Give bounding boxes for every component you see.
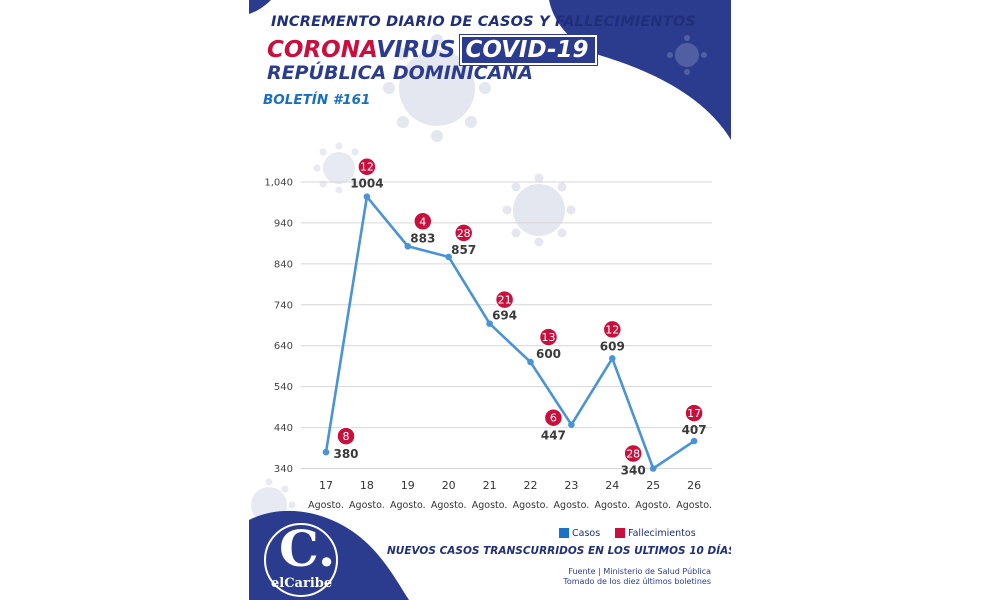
fallecimientos-value-label: 17 [687, 407, 701, 420]
logo-name: elCaribe [271, 576, 333, 591]
y-tick-label: 540 [274, 382, 293, 393]
casos-value-label: 857 [451, 243, 476, 257]
y-tick-label: 440 [274, 423, 293, 434]
fallecimientos-badge [623, 443, 643, 464]
x-tick-label: 23 [564, 479, 578, 492]
line-chart: 340 440 540 640 740 840 940 1,040 17 Agosto. 18 Ago… [264, 156, 712, 511]
fallecimientos-badge [453, 223, 474, 243]
legend-label-casos: Casos [572, 527, 601, 539]
legend-label-fallecimientos: Fallecimientos [628, 527, 696, 539]
fallecimientos-badge [494, 289, 515, 310]
virus-icon [667, 35, 707, 75]
casos-value-label: 883 [410, 231, 435, 245]
casos-value-label: 1004 [350, 177, 383, 191]
casos-data-point [690, 437, 698, 445]
casos-value-label: 380 [333, 447, 358, 461]
x-tick-sublabel: Agosto. [635, 500, 671, 511]
fallecimientos-badge [543, 407, 564, 428]
fallecimientos-value-label: 4 [419, 215, 426, 228]
y-tick-label: 940 [274, 218, 293, 229]
casos-data-point [363, 193, 371, 201]
casos-value-label: 600 [536, 347, 561, 361]
x-tick-sublabel: Agosto. [390, 500, 426, 511]
casos-series-line [324, 195, 695, 470]
fallecimientos-badge [684, 403, 704, 423]
casos-data-point [609, 355, 616, 362]
fallecimientos-value-label: 28 [457, 227, 471, 240]
x-tick-sublabel: Agosto. [594, 500, 630, 511]
legend-item-fallecimientos: Fallecimientos [615, 527, 696, 539]
legend-swatch-fallecimientos [615, 528, 625, 538]
x-tick-label: 21 [483, 479, 497, 492]
casos-data-point [649, 465, 657, 472]
legend-item-casos: Casos [559, 527, 600, 539]
logo-letter: C. [279, 519, 336, 578]
country-title: REPÚBLICA DOMINICANA [267, 62, 534, 84]
x-tick-label: 20 [442, 479, 456, 492]
virus-icon [251, 478, 296, 532]
y-tick-label: 340 [274, 464, 293, 475]
x-tick-label: 18 [360, 479, 374, 492]
fallecimientos-badge [602, 319, 623, 340]
x-tick-label: 19 [401, 479, 415, 492]
x-tick-sublabel: Agosto. [676, 500, 712, 511]
casos-data-point [445, 253, 452, 261]
x-tick-label: 17 [319, 479, 333, 492]
brand-corona: CORONA [267, 37, 377, 63]
x-tick-sublabel: Agosto. [308, 500, 344, 511]
x-tick-label: 26 [687, 479, 701, 492]
fallecimientos-badge [357, 156, 377, 177]
fallecimientos-value-label: 12 [360, 161, 374, 174]
y-tick-label: 1,040 [264, 178, 293, 189]
source-note: Tomado de los diez últimos boletines [563, 577, 711, 586]
casos-value-label: 407 [682, 423, 707, 437]
y-tick-label: 840 [274, 259, 293, 270]
fallecimientos-value-label: 28 [626, 448, 640, 461]
legend-swatch-casos [559, 528, 569, 538]
logo-circle [264, 523, 338, 597]
casos-data-point [322, 448, 330, 456]
headline: INCREMENTO DIARIO DE CASOS Y FALLECIMIEN… [271, 14, 697, 30]
brand-title: CORONAVIRUS COVID-19 [267, 35, 597, 65]
brand-virus: VIRUS [376, 37, 456, 63]
x-tick-sublabel: Agosto. [349, 500, 385, 511]
casos-value-label: 609 [600, 339, 625, 353]
brand-covid-badge: COVID-19 [459, 35, 597, 65]
fallecimientos-badge [336, 426, 356, 446]
y-tick-label: 640 [274, 341, 293, 352]
source-line: Fuente | Ministerio de Salud Pública [568, 567, 711, 576]
x-tick-sublabel: Agosto. [472, 500, 508, 511]
fallecimientos-value-label: 21 [498, 294, 512, 307]
casos-data-point [486, 320, 493, 327]
casos-data-point [404, 242, 412, 250]
x-tick-sublabel: Agosto. [513, 500, 549, 511]
fallecimientos-value-label: 12 [605, 323, 619, 336]
casos-data-point [527, 358, 534, 366]
x-tick-label: 22 [524, 479, 538, 492]
x-tick-label: 24 [605, 479, 619, 492]
casos-value-label: 340 [621, 464, 646, 478]
y-tick-label: 740 [274, 300, 293, 311]
fallecimientos-badge [413, 211, 433, 232]
x-tick-sublabel: Agosto. [431, 500, 467, 511]
fallecimientos-badge [538, 327, 559, 347]
fallecimientos-value-label: 6 [550, 412, 557, 425]
fallecimientos-value-label: 8 [343, 430, 350, 443]
infographic-poster: INCREMENTO DIARIO DE CASOS Y FALLECIMIEN… [249, 0, 731, 600]
casos-value-label: 694 [492, 309, 517, 323]
top-left-corner [249, 0, 271, 14]
bulletin-number: BOLETÍN #161 [263, 92, 371, 108]
casos-value-label: 447 [541, 429, 566, 443]
x-tick-sublabel: Agosto. [554, 500, 590, 511]
fallecimientos-value-label: 13 [542, 331, 556, 344]
x-tick-label: 25 [646, 479, 660, 492]
casos-data-point [568, 421, 575, 429]
footer-title: NUEVOS CASOS TRANSCURRIDOS EN LOS ULTIMO… [387, 545, 731, 557]
